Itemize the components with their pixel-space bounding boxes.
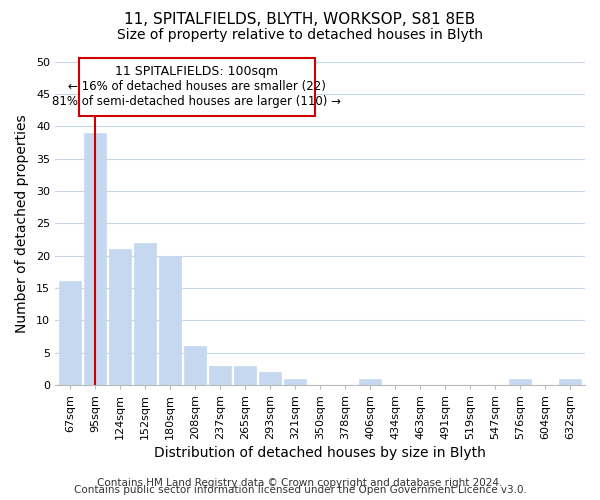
Bar xyxy=(559,378,581,385)
Bar xyxy=(134,242,155,385)
Text: 81% of semi-detached houses are larger (110) →: 81% of semi-detached houses are larger (… xyxy=(52,95,341,108)
Text: 11 SPITALFIELDS: 100sqm: 11 SPITALFIELDS: 100sqm xyxy=(115,64,278,78)
Bar xyxy=(209,366,230,385)
Bar xyxy=(109,249,131,385)
Bar xyxy=(235,366,256,385)
Text: ← 16% of detached houses are smaller (22): ← 16% of detached houses are smaller (22… xyxy=(68,80,326,92)
Text: 11, SPITALFIELDS, BLYTH, WORKSOP, S81 8EB: 11, SPITALFIELDS, BLYTH, WORKSOP, S81 8E… xyxy=(124,12,476,28)
FancyBboxPatch shape xyxy=(79,58,315,116)
Y-axis label: Number of detached properties: Number of detached properties xyxy=(15,114,29,332)
Bar xyxy=(184,346,206,385)
Bar xyxy=(509,378,530,385)
Bar xyxy=(259,372,281,385)
Text: Contains public sector information licensed under the Open Government Licence v3: Contains public sector information licen… xyxy=(74,485,526,495)
Bar xyxy=(85,132,106,385)
Bar xyxy=(160,256,181,385)
Bar xyxy=(284,378,305,385)
X-axis label: Distribution of detached houses by size in Blyth: Distribution of detached houses by size … xyxy=(154,446,486,460)
Bar xyxy=(59,282,80,385)
Text: Size of property relative to detached houses in Blyth: Size of property relative to detached ho… xyxy=(117,28,483,42)
Bar xyxy=(359,378,380,385)
Text: Contains HM Land Registry data © Crown copyright and database right 2024.: Contains HM Land Registry data © Crown c… xyxy=(97,478,503,488)
